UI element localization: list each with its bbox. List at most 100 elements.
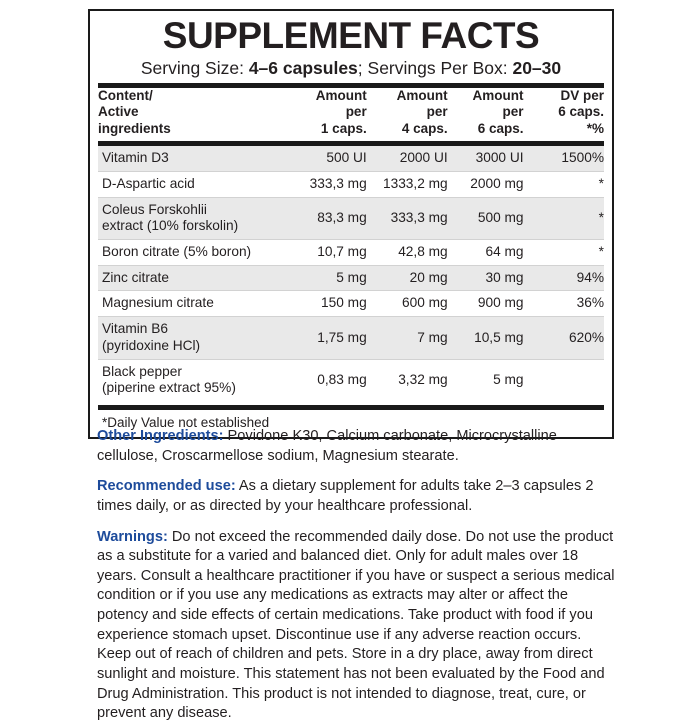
ingredient-name-line2: (piperine extract 95%) xyxy=(102,380,236,396)
column-header-amount-per-4-line2: per xyxy=(426,104,448,120)
column-header-amount-per-1: Amount per 1 caps. xyxy=(288,88,369,137)
amount-per-1-cell: 5 mg xyxy=(287,265,369,292)
other-ingredients-label: Other Ingredients: xyxy=(97,428,224,444)
ingredient-name-cell: Black pepper (piperine extract 95%) xyxy=(98,359,288,401)
table-header: Content/ Active ingredients Amount per 1… xyxy=(98,88,604,137)
amount-per-4-cell: 1333,2 mg xyxy=(368,171,450,198)
serving-separator: ; xyxy=(357,57,368,78)
amount-per-1-cell: 1,75 mg xyxy=(287,316,369,360)
warnings-text: Do not exceed the recommended daily dose… xyxy=(97,528,615,722)
daily-value-cell: 36% xyxy=(525,290,604,318)
recommended-use-paragraph: Recommended use: As a dietary supplement… xyxy=(97,477,617,516)
column-header-amount-per-6: Amount per 6 caps. xyxy=(450,88,526,137)
table-row: D-Aspartic acid 333,3 mg 1333,2 mg 2000 mg * xyxy=(98,171,604,198)
ingredient-name-cell: Magnesium citrate xyxy=(98,290,288,318)
column-header-amount-per-6-line3: 6 caps. xyxy=(477,120,524,136)
amount-per-4-cell: 3,32 mg xyxy=(398,371,448,387)
amount-per-1-cell: 0,83 mg xyxy=(317,371,367,387)
servings-per-box-label: Servings Per Box: xyxy=(367,57,508,78)
daily-value-cell: * xyxy=(525,197,604,241)
column-header-amount-per-1-line3: 1 caps. xyxy=(320,120,367,136)
other-ingredients-paragraph: Other Ingredients: Povidone K30, Calcium… xyxy=(97,427,617,466)
supplement-facts-panel: SUPPLEMENT FACTS Serving Size: 4–6 capsu… xyxy=(88,9,614,440)
table-row: Magnesium citrate 150 mg 600 mg 900 mg 36% xyxy=(98,290,604,318)
column-header-amount-per-6-line2: per xyxy=(502,104,524,120)
ingredient-name-line1: Black pepper xyxy=(102,363,182,379)
table-row: Black pepper (piperine extract 95%) 0,83 m… xyxy=(98,359,604,401)
amount-per-6-cell: 5 mg xyxy=(493,371,524,387)
ingredient-name-cell: D-Aspartic acid xyxy=(98,171,288,198)
column-header-amount-per-4-line1: Amount xyxy=(396,87,448,103)
column-header-daily-value-line1: DV per xyxy=(560,87,604,103)
supplement-facts-rows: Vitamin D3 500 UI 2000 UI 3000 UI 1500% D-Asp… xyxy=(98,146,604,401)
column-header-ingredient-line1: Content/ xyxy=(98,87,153,103)
column-header-amount-per-6-line1: Amount xyxy=(472,87,524,103)
table-row: Vitamin B6 (pyridoxine HCl) 1,75 mg 7 mg 10,… xyxy=(98,316,604,360)
daily-value-cell xyxy=(526,359,604,401)
column-header-amount-per-4: Amount per 4 caps. xyxy=(369,88,450,137)
servings-per-box-value: 20–30 xyxy=(512,57,562,78)
amount-per-6-cell: 3000 UI xyxy=(449,146,526,172)
table-header-row: Content/ Active ingredients Amount per 1… xyxy=(98,88,604,137)
amount-per-1-cell: 333,3 mg xyxy=(287,171,369,198)
ingredient-name-cell: Boron citrate (5% boron) xyxy=(98,239,288,266)
warnings-paragraph: Warnings: Do not exceed the recommended … xyxy=(97,528,617,724)
ingredient-name-cell: Zinc citrate xyxy=(98,265,288,292)
daily-value-cell: 620% xyxy=(525,316,604,360)
recommended-use-text: As a dietary supplement for adults take … xyxy=(97,478,594,514)
ingredient-name-line1: Zinc citrate xyxy=(102,269,169,285)
daily-value-cell: * xyxy=(525,239,604,266)
label-information-section: Other Ingredients: Povidone K30, Calcium… xyxy=(97,427,617,724)
ingredient-name-line1: D-Aspartic acid xyxy=(102,175,195,191)
column-header-amount-per-1-line2: per xyxy=(345,104,367,120)
column-header-amount-per-1-line1: Amount xyxy=(315,87,367,103)
table-row: Vitamin D3 500 UI 2000 UI 3000 UI 1500% xyxy=(98,146,604,172)
ingredient-name-cell: Vitamin D3 xyxy=(98,146,288,172)
supplement-label-page: SUPPLEMENT FACTS Serving Size: 4–6 capsu… xyxy=(88,9,615,721)
amount-per-6-cell: 900 mg xyxy=(449,290,526,318)
amount-per-1-cell: 500 UI xyxy=(287,146,369,172)
amount-per-4-cell: 600 mg xyxy=(368,290,450,318)
amount-per-4-cell: 42,8 mg xyxy=(368,239,450,266)
divider-under-serving xyxy=(98,82,604,88)
serving-size-value: 4–6 capsules xyxy=(248,57,358,78)
other-ingredients-text: Povidone K30, Calcium carbonate, Microcr… xyxy=(97,428,557,464)
divider-above-footnote xyxy=(98,404,604,410)
warnings-label: Warnings: xyxy=(97,528,168,545)
column-header-amount-per-4-line3: 4 caps. xyxy=(401,120,448,136)
amount-per-4-cell: 2000 UI xyxy=(368,146,450,172)
daily-value-cell: 94% xyxy=(525,265,604,292)
divider-under-table-header xyxy=(98,141,604,147)
column-header-ingredient-line2: Active xyxy=(98,104,139,120)
ingredient-name-line2: (pyridoxine HCl) xyxy=(102,337,201,353)
column-header-daily-value-line3: *% xyxy=(586,120,604,136)
column-header-daily-value: DV per 6 caps. *% xyxy=(526,88,604,137)
supplement-facts-table: Content/ Active ingredients Amount per 1… xyxy=(98,88,604,137)
ingredient-name-line1: Magnesium citrate xyxy=(102,295,214,311)
table-body: Vitamin D3 500 UI 2000 UI 3000 UI 1500% D-Asp… xyxy=(98,146,604,401)
amount-per-6-cell: 2000 mg xyxy=(449,171,526,198)
table-row: Zinc citrate 5 mg 20 mg 30 mg 94% xyxy=(98,265,604,292)
ingredient-name-cell: Vitamin B6 (pyridoxine HCl) xyxy=(98,316,288,360)
amount-per-1-cell: 150 mg xyxy=(287,290,369,318)
amount-per-6-cell: 500 mg xyxy=(449,197,526,241)
serving-size-label: Serving Size: xyxy=(140,57,244,78)
amount-per-4-cell: 20 mg xyxy=(368,265,450,292)
table-row: Boron citrate (5% boron) 10,7 mg 42,8 mg 64… xyxy=(98,239,604,266)
column-header-ingredient-line3: ingredients xyxy=(98,120,171,136)
amount-per-6-cell: 64 mg xyxy=(449,239,526,266)
amount-per-1-cell: 83,3 mg xyxy=(287,197,369,241)
amount-per-6-cell: 30 mg xyxy=(449,265,526,292)
daily-value-cell: * xyxy=(525,171,604,198)
ingredient-name-line1: Coleus Forskohlii xyxy=(102,201,207,217)
ingredient-name-line1: Boron citrate (5% boron) xyxy=(102,244,252,260)
ingredient-name-line1: Vitamin D3 xyxy=(102,150,169,166)
daily-value-footnote: *Daily Value not established xyxy=(102,414,270,430)
amount-per-4-cell: 7 mg xyxy=(368,316,450,360)
ingredient-name-line1: Vitamin B6 xyxy=(102,321,168,337)
column-header-daily-value-line2: 6 caps. xyxy=(558,104,604,120)
amount-per-1-cell: 10,7 mg xyxy=(287,239,369,266)
amount-per-4-cell: 333,3 mg xyxy=(368,197,450,241)
column-header-ingredient: Content/ Active ingredients xyxy=(98,88,288,137)
ingredient-name-line2: extract (10% forskolin) xyxy=(102,218,239,234)
